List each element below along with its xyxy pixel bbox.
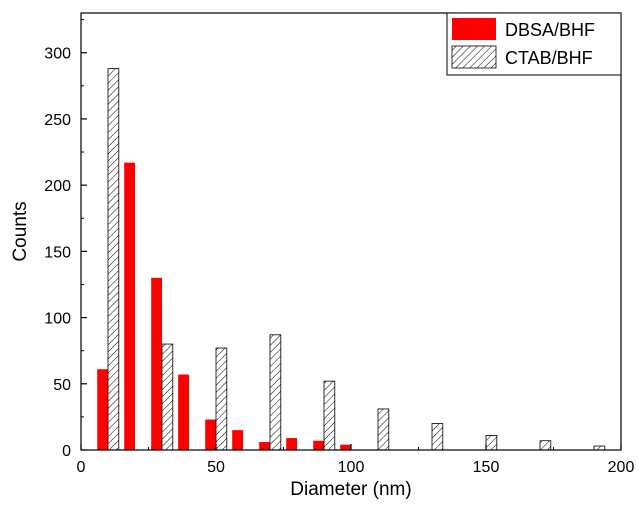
bar-dbsa-bhf-78 [286, 438, 297, 450]
axis-ticks: 0 50 100 150 200 250 300 0 50 100 150 200 [44, 19, 635, 476]
legend-swatch-dbsa-bhf [452, 18, 496, 40]
y-tick-label: 150 [44, 244, 71, 261]
bar-ctab-bhf-172 [539, 440, 552, 451]
y-tick-label: 200 [44, 178, 71, 195]
bar-dbsa-bhf-48 [205, 419, 216, 450]
legend: DBSA/BHF CTAB/BHF [446, 12, 622, 76]
legend-label-ctab-bhf: CTAB/BHF [505, 48, 593, 68]
bar-ctab-bhf-72 [269, 334, 282, 451]
x-tick-label: 100 [338, 459, 365, 476]
bar-dbsa-bhf-88 [313, 440, 324, 450]
bar-dbsa-bhf-38 [178, 374, 189, 450]
y-tick-label: 300 [44, 46, 71, 63]
bar-ctab-bhf-112 [377, 408, 390, 451]
legend-swatch-ctab-bhf [451, 45, 497, 69]
bar-ctab-bhf-12 [107, 68, 120, 451]
bar-ctab-bhf-32 [161, 343, 174, 451]
y-tick-label: 0 [62, 443, 71, 460]
bars-layer [97, 68, 606, 451]
bar-ctab-bhf-132 [431, 423, 444, 451]
x-tick-label: 200 [608, 459, 635, 476]
legend-label-dbsa-bhf: DBSA/BHF [505, 20, 595, 40]
bar-dbsa-bhf-98 [340, 444, 351, 450]
y-tick-label: 50 [53, 377, 71, 394]
y-tick-label: 100 [44, 311, 71, 328]
y-tick-label: 250 [44, 112, 71, 129]
bar-dbsa-bhf-58 [232, 430, 243, 450]
x-tick-label: 150 [473, 459, 500, 476]
x-tick-label: 0 [77, 459, 86, 476]
bar-ctab-bhf-92 [323, 380, 336, 451]
bar-dbsa-bhf-18 [124, 162, 135, 450]
bar-dbsa-bhf-68 [259, 442, 270, 450]
bar-ctab-bhf-152 [485, 435, 498, 451]
bar-ctab-bhf-52 [215, 347, 228, 451]
x-tick-label: 50 [207, 459, 225, 476]
x-axis-title: Diameter (nm) [290, 479, 411, 500]
bar-dbsa-bhf-8 [97, 369, 108, 450]
bar-dbsa-bhf-28 [151, 277, 162, 450]
y-axis-title: Counts [10, 201, 31, 261]
